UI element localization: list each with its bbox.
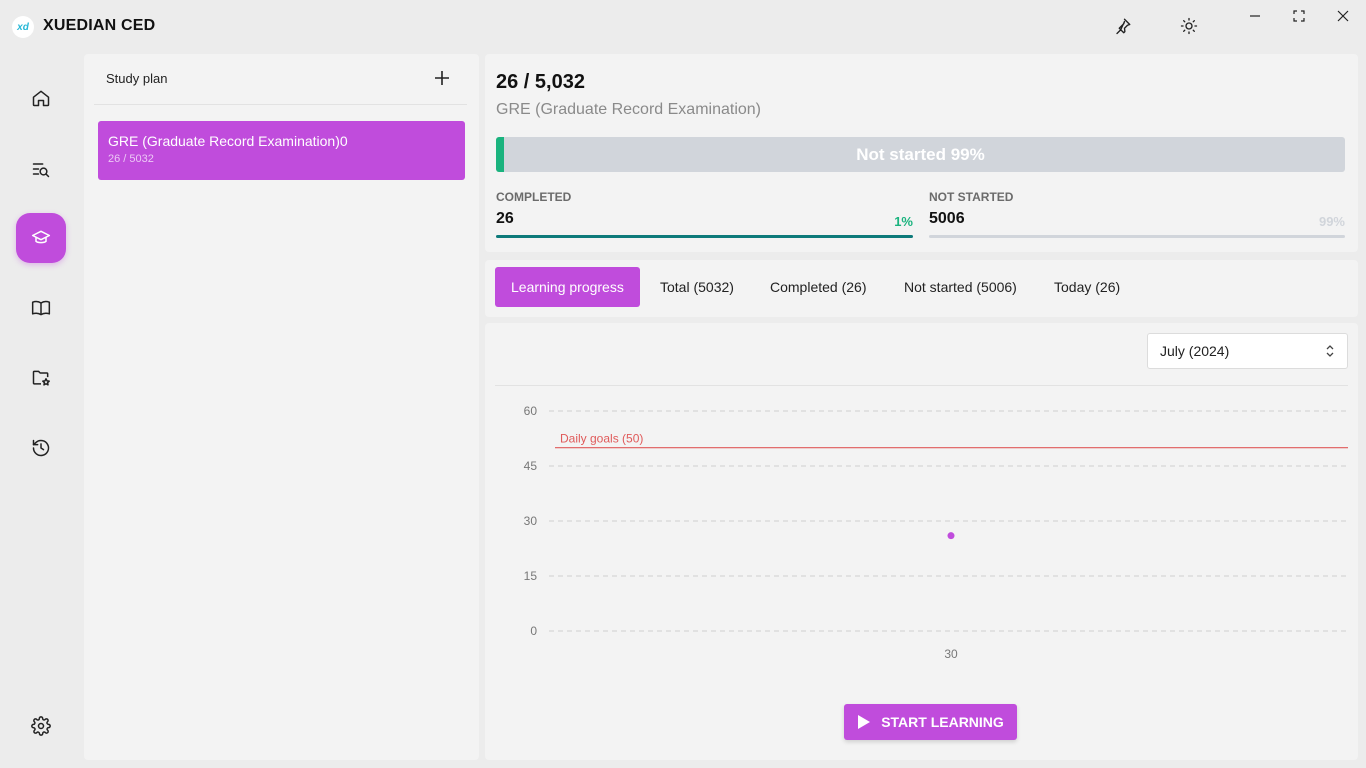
completed-value: 26 [496,210,514,227]
gear-icon [31,716,51,736]
progress-bar-label: Not started 99% [856,144,985,164]
study-plan-panel: Study plan GRE (Graduate Record Examinat… [84,54,479,760]
not-started-percent: 99% [1318,214,1345,229]
y-tick-label: 0 [530,624,537,638]
month-select[interactable]: July (2024) [1147,333,1348,369]
home-icon [32,90,50,107]
chart-panel: July (2024) 0 15 30 45 60 Daily goals (50) 30 … [485,323,1358,760]
y-tick-label: 45 [524,459,538,473]
completed-percent: 1% [894,214,913,229]
data-point [947,532,955,540]
progress-summary: 26 / 5,032 GRE (Graduate Record Examinat… [485,54,1358,252]
nav-home[interactable] [16,73,66,123]
tab-not-started[interactable]: Not started (5006) [904,279,1017,295]
plan-name: GRE (Graduate Record Examination) [496,101,761,118]
start-learning-label: START LEARNING [881,714,1004,730]
month-select-value: July (2024) [1160,343,1230,359]
start-learning-button[interactable]: START LEARNING [844,704,1017,740]
nav-search-list[interactable] [16,144,66,194]
completed-label: COMPLETED [496,190,572,204]
maximize-icon[interactable] [1285,4,1313,28]
play-icon [858,715,871,729]
nav-book[interactable] [16,283,66,333]
nav-study[interactable] [16,213,66,263]
star-folder-icon [32,370,50,386]
not-started-label: NOT STARTED [929,190,1014,204]
sidebar-nav [0,52,82,768]
brightness-icon[interactable] [1177,14,1201,38]
goal-line-label: Daily goals (50) [560,432,643,446]
progress-bar-fill [496,137,505,172]
not-started-stat: NOT STARTED 5006 99% [929,190,1345,240]
completed-stat: COMPLETED 26 1% [496,190,913,240]
tab-today[interactable]: Today (26) [1054,279,1121,295]
tab-learning-progress[interactable]: Learning progress [495,267,640,307]
nav-settings[interactable] [16,701,66,751]
x-tick-label: 30 [944,647,958,661]
tab-bar: Learning progress Total (5032) Completed… [485,260,1358,317]
not-started-underline [929,235,1345,238]
search-list-icon [32,163,50,178]
add-plan-button[interactable] [431,67,453,89]
progress-chart: 0 15 30 45 60 Daily goals (50) 30 [524,404,1348,661]
nav-favorites[interactable] [16,353,66,403]
plan-card-name: GRE (Graduate Record Examination)0 [108,133,348,149]
not-started-value: 5006 [929,210,965,227]
progress-bar: Not started 99% [496,137,1345,172]
plan-card[interactable]: GRE (Graduate Record Examination)0 26 / … [98,121,465,180]
study-plan-title: Study plan [106,71,168,86]
plus-icon [435,71,449,85]
study-plan-header: Study plan [94,54,467,105]
chevron-updown-icon [1326,345,1334,357]
chart-divider [495,385,1348,386]
history-icon [32,439,50,457]
title-bar: xd XUEDIAN CED [0,0,1366,52]
tab-total[interactable]: Total (5032) [660,279,734,295]
graduation-cap-icon [31,230,51,244]
plan-card-progress: 26 / 5032 [108,153,154,165]
close-icon[interactable] [1329,4,1357,28]
pin-icon[interactable] [1111,14,1135,38]
app-logo: xd [12,16,34,38]
nav-history[interactable] [16,423,66,473]
y-tick-label: 30 [524,514,538,528]
y-tick-label: 60 [524,404,538,418]
completed-underline [496,235,913,238]
book-icon [31,300,51,316]
tab-completed[interactable]: Completed (26) [770,279,867,295]
progress-count: 26 / 5,032 [496,71,585,93]
app-title: XUEDIAN CED [43,17,156,34]
minimize-icon[interactable] [1241,4,1269,28]
y-tick-label: 15 [524,569,538,583]
